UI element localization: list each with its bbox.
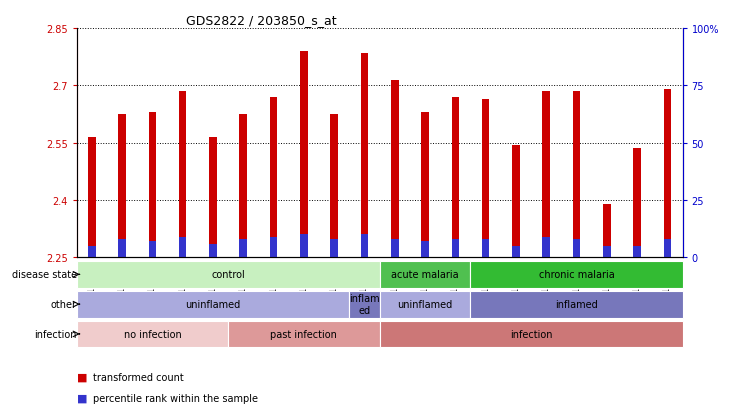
Text: ■: ■ <box>77 393 87 403</box>
Text: control: control <box>211 270 245 280</box>
Text: ■: ■ <box>77 372 87 382</box>
Bar <box>380 321 683 347</box>
Text: percentile rank within the sample: percentile rank within the sample <box>93 393 258 403</box>
Bar <box>664 240 671 258</box>
Text: infection: infection <box>510 329 553 339</box>
Bar <box>77 291 350 318</box>
Text: uninflamed: uninflamed <box>185 299 241 309</box>
Bar <box>77 261 380 288</box>
Text: no infection: no infection <box>123 329 181 339</box>
Bar <box>573 92 580 258</box>
Bar <box>471 291 683 318</box>
Text: infection: infection <box>34 329 77 339</box>
Bar <box>603 204 610 258</box>
Bar <box>300 235 307 258</box>
Bar <box>179 237 186 258</box>
Bar <box>210 138 217 258</box>
Bar <box>331 240 338 258</box>
Bar <box>542 92 550 258</box>
Bar <box>331 115 338 258</box>
Bar <box>380 291 471 318</box>
Bar <box>228 321 380 347</box>
Text: transformed count: transformed count <box>93 372 183 382</box>
Bar <box>149 113 156 258</box>
Bar <box>118 115 126 258</box>
Bar <box>270 97 277 258</box>
Bar <box>88 138 96 258</box>
Bar <box>270 237 277 258</box>
Bar <box>542 237 550 258</box>
Bar <box>482 240 489 258</box>
Text: acute malaria: acute malaria <box>391 270 459 280</box>
Bar <box>452 240 459 258</box>
Bar <box>482 100 489 258</box>
Text: uninflamed: uninflamed <box>397 299 453 309</box>
Bar <box>118 240 126 258</box>
Text: GDS2822 / 203850_s_at: GDS2822 / 203850_s_at <box>185 14 337 27</box>
Bar <box>452 97 459 258</box>
Text: disease state: disease state <box>12 270 77 280</box>
Bar <box>77 321 228 347</box>
Bar <box>421 113 429 258</box>
Bar <box>88 246 96 258</box>
Bar <box>512 145 520 258</box>
Bar <box>664 90 671 258</box>
Bar <box>634 149 641 258</box>
Text: inflam
ed: inflam ed <box>349 294 380 315</box>
Bar <box>350 291 380 318</box>
Bar <box>421 242 429 258</box>
Bar <box>391 240 399 258</box>
Bar <box>300 52 307 258</box>
Text: chronic malaria: chronic malaria <box>539 270 615 280</box>
Bar <box>239 115 247 258</box>
Text: past infection: past infection <box>270 329 337 339</box>
Bar <box>361 54 368 258</box>
Bar <box>239 240 247 258</box>
Text: inflamed: inflamed <box>555 299 598 309</box>
Bar <box>149 242 156 258</box>
Bar <box>512 246 520 258</box>
Bar <box>391 81 399 258</box>
Bar <box>361 235 368 258</box>
Bar <box>210 244 217 258</box>
Bar <box>573 240 580 258</box>
Bar <box>380 261 471 288</box>
Bar <box>179 92 186 258</box>
Bar <box>634 246 641 258</box>
Text: other: other <box>50 299 77 309</box>
Bar <box>603 246 610 258</box>
Bar <box>471 261 683 288</box>
